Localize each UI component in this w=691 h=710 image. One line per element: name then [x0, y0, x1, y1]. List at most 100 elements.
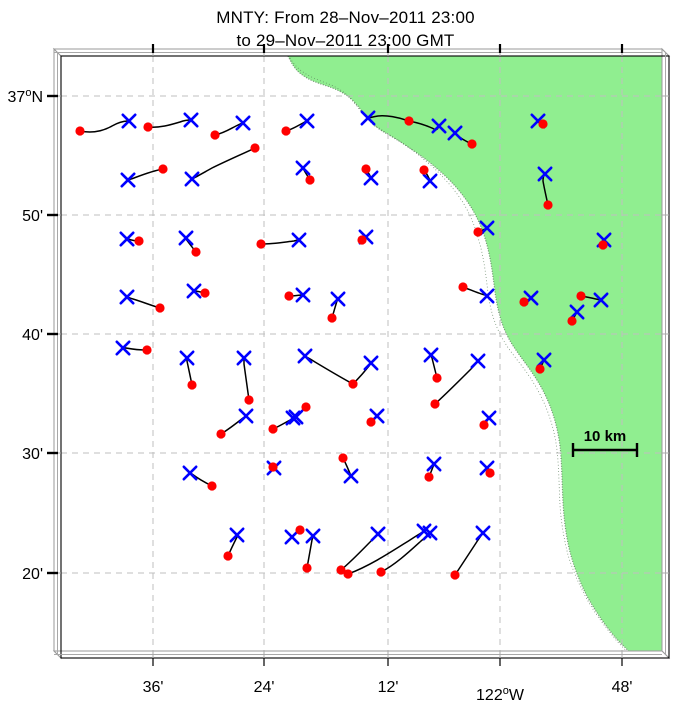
- start-position-dot: [404, 116, 414, 126]
- start-position-dot: [143, 122, 153, 132]
- end-position-cross: [422, 525, 438, 541]
- start-position-dot: [305, 175, 315, 185]
- end-position-cross: [423, 347, 439, 363]
- start-position-dot: [155, 303, 165, 313]
- end-position-cross: [186, 283, 202, 299]
- end-position-cross: [470, 353, 486, 369]
- end-position-cross: [363, 170, 379, 186]
- start-position-dot: [210, 130, 220, 140]
- scale-bar-label: 10 km: [584, 428, 627, 445]
- start-position-dot: [357, 235, 367, 245]
- start-position-dot: [343, 569, 353, 579]
- start-position-dot: [598, 240, 608, 250]
- scale-bar: 10 km: [571, 428, 639, 457]
- start-position-dot: [268, 462, 278, 472]
- end-position-cross: [115, 340, 131, 356]
- start-position-dot: [191, 247, 201, 257]
- end-position-cross: [363, 355, 379, 371]
- end-position-cross: [238, 408, 254, 424]
- end-position-cross: [537, 166, 553, 182]
- start-position-dot: [338, 453, 348, 463]
- start-position-dot: [376, 567, 386, 577]
- x-tick-label: 24': [254, 679, 275, 696]
- start-position-dot: [479, 420, 489, 430]
- end-position-cross: [121, 113, 137, 129]
- end-position-cross: [305, 528, 321, 544]
- end-position-cross: [178, 230, 194, 246]
- start-position-dot: [361, 164, 371, 174]
- start-position-dot: [200, 288, 210, 298]
- start-position-dot: [432, 373, 442, 383]
- start-position-dot: [419, 165, 429, 175]
- y-tick-label: 37oN: [8, 87, 43, 106]
- start-position-dot: [519, 297, 529, 307]
- y-tick-label: 20': [22, 566, 43, 583]
- start-position-dot: [134, 236, 144, 246]
- start-position-dot: [256, 239, 266, 249]
- start-position-dot: [158, 164, 168, 174]
- start-position-dot: [250, 143, 260, 153]
- start-position-dot: [75, 126, 85, 136]
- end-position-cross: [236, 350, 252, 366]
- start-position-dot: [207, 481, 217, 491]
- end-position-cross: [120, 172, 136, 188]
- title-line-1: MNTY: From 28–Nov–2011 23:00: [216, 8, 475, 27]
- x-tick-label: 122oW: [476, 685, 525, 704]
- end-position-cross: [288, 409, 304, 425]
- start-position-dot: [424, 472, 434, 482]
- start-position-dot: [336, 565, 346, 575]
- y-tick-label: 30': [22, 446, 43, 463]
- start-position-dot: [450, 570, 460, 580]
- end-position-cross: [536, 352, 552, 368]
- end-position-cross: [426, 456, 442, 472]
- end-position-cross: [182, 465, 198, 481]
- start-position-dot: [576, 291, 586, 301]
- start-position-dot: [535, 364, 545, 374]
- end-position-cross: [360, 110, 376, 126]
- end-position-cross: [235, 115, 251, 131]
- end-position-cross: [299, 113, 315, 129]
- end-position-cross: [297, 348, 313, 364]
- start-position-dots: [75, 116, 608, 580]
- start-position-dot: [187, 380, 197, 390]
- start-position-dot: [284, 291, 294, 301]
- end-position-cross: [284, 529, 300, 545]
- end-position-cross: [593, 292, 609, 308]
- x-tick-label: 36': [143, 679, 164, 696]
- end-position-cross: [229, 527, 245, 543]
- start-position-dot: [458, 282, 468, 292]
- end-position-cross: [431, 118, 447, 134]
- gridlines: [61, 56, 669, 658]
- start-position-dot: [543, 200, 553, 210]
- end-position-cross: [479, 220, 495, 236]
- end-position-cross: [183, 112, 199, 128]
- start-position-dot: [366, 417, 376, 427]
- y-tick-label: 40': [22, 327, 43, 344]
- start-position-dot: [295, 525, 305, 535]
- start-position-dot: [430, 399, 440, 409]
- end-position-cross: [479, 288, 495, 304]
- x-tick-label: 12': [378, 679, 399, 696]
- y-axis-tick-labels: 37oN 50' 40' 30' 20': [8, 87, 43, 583]
- drifter-trajectory: [191, 147, 256, 180]
- drifter-trajectory: [79, 120, 130, 133]
- y-tick-label: 50': [22, 208, 43, 225]
- end-position-cross: [295, 287, 311, 303]
- end-position-cross: [343, 468, 359, 484]
- start-position-dot: [302, 563, 312, 573]
- end-position-cross: [330, 291, 346, 307]
- end-position-cross: [285, 410, 301, 426]
- end-position-cross: [119, 231, 135, 247]
- start-position-dot: [327, 313, 337, 323]
- start-position-dot: [142, 345, 152, 355]
- drifter-trajectory: [147, 119, 192, 128]
- end-position-cross: [291, 232, 307, 248]
- end-position-cross: [184, 171, 200, 187]
- end-position-cross: [569, 304, 585, 320]
- end-position-cross: [119, 289, 135, 305]
- end-position-cross: [179, 350, 195, 366]
- figure-title: MNTY: From 28–Nov–2011 23:00 to 29–Nov–2…: [0, 6, 691, 52]
- start-position-dot: [281, 126, 291, 136]
